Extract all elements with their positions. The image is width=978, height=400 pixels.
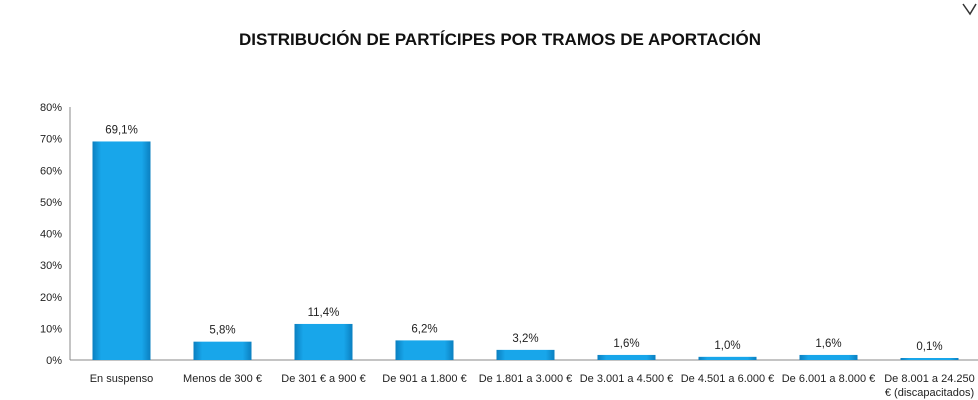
data-label: 0,1% — [916, 341, 942, 353]
y-tick-label: 0% — [46, 355, 62, 367]
y-tick-label: 70% — [40, 134, 62, 146]
category-label: De 8.001 a 24.250 — [884, 373, 975, 385]
category-label: De 6.001 a 8.000 € — [782, 373, 876, 385]
bar — [395, 340, 454, 360]
bar — [294, 323, 353, 360]
data-label: 1,6% — [815, 338, 841, 350]
category-label: € (discapacitados) — [885, 387, 974, 399]
category-label: De 1.801 a 3.000 € — [479, 373, 573, 385]
data-label: 5,8% — [209, 325, 235, 337]
y-tick-label: 20% — [40, 292, 62, 304]
category-label: De 4.501 a 6.000 € — [681, 373, 775, 385]
bar — [698, 356, 757, 360]
bar — [597, 354, 656, 360]
y-tick-label: 50% — [40, 197, 62, 209]
y-tick-label: 10% — [40, 323, 62, 335]
bar — [496, 349, 555, 360]
bar — [193, 341, 252, 360]
data-label: 1,6% — [613, 338, 639, 350]
y-tick-label: 60% — [40, 165, 62, 177]
data-label: 3,2% — [512, 333, 538, 345]
bar — [799, 354, 858, 360]
y-tick-label: 80% — [40, 102, 62, 114]
bar — [92, 141, 151, 360]
category-label: De 901 a 1.800 € — [382, 373, 466, 385]
y-tick-label: 40% — [40, 229, 62, 241]
category-label: Menos de 300 € — [183, 373, 262, 385]
bar — [900, 358, 959, 360]
data-label: 11,4% — [308, 307, 340, 319]
category-label: En suspenso — [90, 373, 154, 385]
category-label: De 3.001 a 4.500 € — [580, 373, 674, 385]
data-label: 69,1% — [105, 124, 138, 136]
chart-title: DISTRIBUCIÓN DE PARTÍCIPES POR TRAMOS DE… — [239, 30, 761, 49]
corner-arrow-icon — [962, 3, 977, 16]
y-tick-label: 30% — [40, 260, 62, 272]
data-label: 1,0% — [714, 340, 740, 352]
data-label: 6,2% — [411, 323, 437, 335]
category-label: De 301 € a 900 € — [281, 373, 365, 385]
